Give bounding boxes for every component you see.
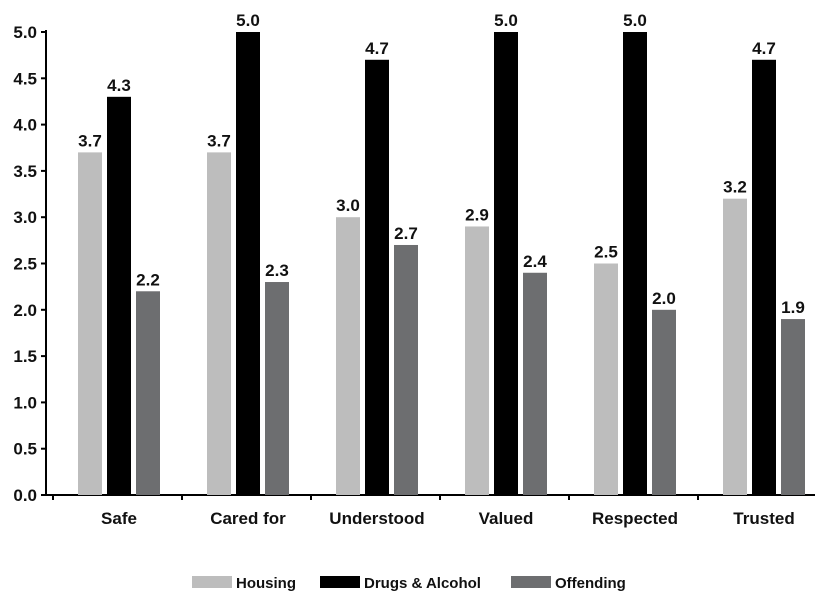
category-label: Trusted	[733, 509, 794, 528]
y-tick-label: 1.0	[13, 393, 37, 412]
data-label: 1.9	[781, 298, 805, 317]
data-label: 3.7	[207, 131, 231, 150]
data-label: 4.3	[107, 76, 131, 95]
legend-swatch	[192, 576, 232, 588]
bar-housing	[78, 152, 102, 495]
legend-label: Housing	[236, 575, 296, 592]
bar-housing	[336, 217, 360, 495]
y-tick-label: 0.0	[13, 486, 37, 505]
bar-drugs-alcohol	[107, 96, 131, 495]
y-tick-label: 4.0	[13, 116, 37, 135]
bar-offending	[523, 272, 547, 495]
data-label: 5.0	[623, 11, 647, 30]
legend-label: Drugs & Alcohol	[364, 575, 481, 592]
data-label: 2.0	[652, 289, 676, 308]
bar-housing	[207, 152, 231, 495]
data-label: 2.7	[394, 224, 418, 243]
category-label: Valued	[479, 509, 534, 528]
data-label: 3.7	[78, 131, 102, 150]
category-label: Respected	[592, 509, 678, 528]
bar-offending	[652, 309, 676, 495]
bar-housing	[594, 263, 618, 495]
y-tick-label: 2.5	[13, 255, 37, 274]
category-label: Understood	[329, 509, 424, 528]
data-label: 3.0	[336, 196, 360, 215]
bar-drugs-alcohol	[752, 59, 776, 495]
legend-swatch	[320, 576, 360, 588]
category-label: Cared for	[210, 509, 286, 528]
bar-offending	[265, 282, 289, 495]
data-label: 2.3	[265, 261, 289, 280]
bar-drugs-alcohol	[365, 59, 389, 495]
y-tick-label: 1.5	[13, 347, 37, 366]
data-label: 5.0	[494, 11, 518, 30]
y-tick-label: 2.0	[13, 301, 37, 320]
category-label: Safe	[101, 509, 137, 528]
bar-offending	[781, 319, 805, 495]
bar-drugs-alcohol	[494, 32, 518, 495]
y-tick-label: 5.0	[13, 23, 37, 42]
data-label: 2.5	[594, 243, 618, 262]
data-label: 2.2	[136, 270, 160, 289]
y-tick-label: 3.5	[13, 162, 37, 181]
data-label: 4.7	[752, 39, 776, 58]
data-label: 2.4	[523, 252, 547, 271]
data-label: 4.7	[365, 39, 389, 58]
bar-housing	[465, 226, 489, 495]
data-label: 2.9	[465, 205, 489, 224]
data-label: 5.0	[236, 11, 260, 30]
legend-label: Offending	[555, 575, 626, 592]
bar-housing	[723, 198, 747, 495]
bar-drugs-alcohol	[236, 32, 260, 495]
bar-offending	[394, 244, 418, 495]
y-tick-label: 0.5	[13, 440, 37, 459]
legend-swatch	[511, 576, 551, 588]
bar-drugs-alcohol	[623, 32, 647, 495]
bar-offending	[136, 291, 160, 495]
y-tick-label: 4.5	[13, 69, 37, 88]
y-tick-label: 3.0	[13, 208, 37, 227]
data-label: 3.2	[723, 178, 747, 197]
